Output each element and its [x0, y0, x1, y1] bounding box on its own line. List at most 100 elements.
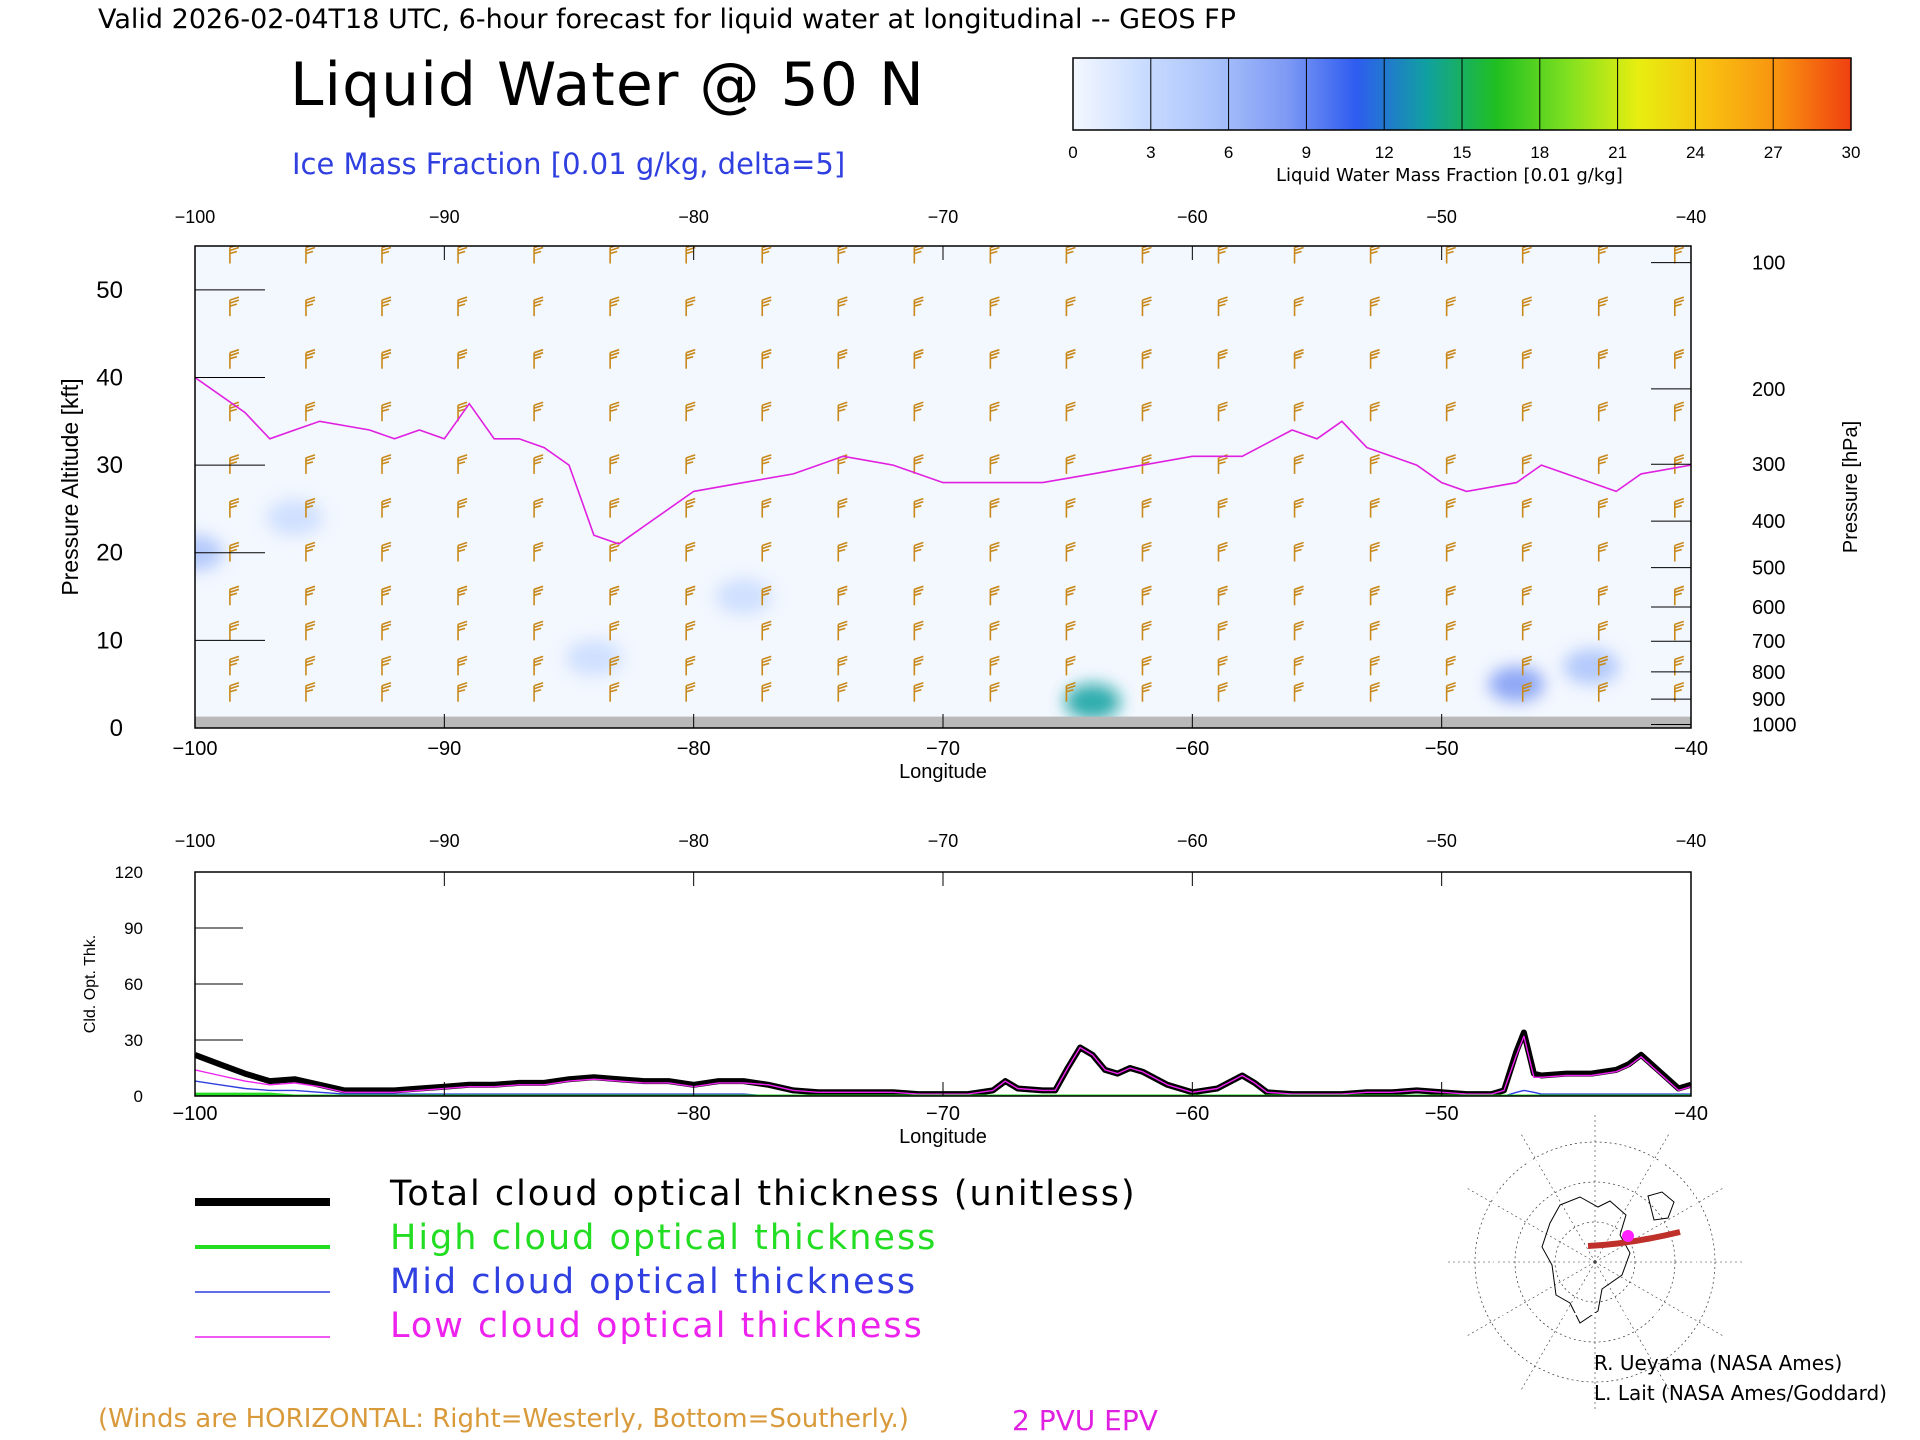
- wind-barb: [1293, 541, 1304, 562]
- wind-barb: [1217, 585, 1228, 606]
- wind-barb: [761, 401, 772, 422]
- wind-barb: [1141, 348, 1152, 369]
- x-tick-label-top: −50: [1426, 831, 1457, 851]
- graticule-meridian: [1594, 1131, 1671, 1263]
- graticule-meridian: [1594, 1261, 1726, 1338]
- wind-barb: [1141, 620, 1152, 641]
- legend-lines: [195, 1198, 330, 1338]
- wind-barb: [1369, 541, 1380, 562]
- wind-barb: [761, 497, 772, 518]
- pressure-tick-label: 500: [1752, 558, 1785, 580]
- wind-barb: [1521, 497, 1532, 518]
- wind-barb: [1673, 655, 1685, 676]
- wind-barb: [457, 655, 468, 676]
- wind-barb: [229, 585, 240, 606]
- wind-barb: [837, 585, 848, 606]
- x-axis-label: Longitude: [899, 761, 987, 783]
- wind-barb: [457, 497, 468, 518]
- wind-barb: [1293, 497, 1304, 518]
- wind-barb: [381, 585, 392, 606]
- wind-barb: [1217, 497, 1228, 518]
- wind-barb: [381, 497, 392, 518]
- wind-barb: [685, 454, 696, 474]
- liquid-water-blob: [715, 578, 772, 615]
- colorbar-tick-label: 3: [1146, 143, 1155, 162]
- wind-barb: [1217, 681, 1228, 702]
- wind-barb: [1065, 401, 1076, 422]
- liquid-water-blob: [565, 639, 622, 676]
- wind-barb: [229, 401, 240, 422]
- pressure-tick-label: 200: [1752, 379, 1785, 401]
- wind-barb: [913, 497, 924, 518]
- x-tick-label-top: −50: [1426, 207, 1457, 227]
- wind-barb: [305, 655, 316, 676]
- colorbar-tick-label: 24: [1686, 143, 1705, 162]
- wind-barb: [1369, 497, 1380, 518]
- wind-barb: [1521, 655, 1532, 676]
- wind-barb: [913, 296, 924, 317]
- wind-barb: [761, 296, 772, 317]
- wind-barb: [837, 681, 848, 702]
- wind-barb: [1141, 681, 1152, 702]
- x-tick-label-top: −100: [175, 831, 216, 851]
- wind-barb: [685, 655, 696, 676]
- x-tick-label-top: −70: [928, 207, 959, 227]
- wind-barbs: [229, 246, 1685, 702]
- wind-barb: [1217, 655, 1228, 676]
- wind-barb: [1065, 541, 1076, 562]
- wind-barb: [685, 681, 696, 702]
- wind-barb: [533, 541, 544, 562]
- wind-barb: [685, 620, 696, 641]
- legend-high-label: High cloud optical thickness: [390, 1218, 938, 1258]
- wind-barb: [837, 620, 848, 641]
- wind-barb: [381, 348, 392, 369]
- wind-barb: [1369, 620, 1380, 641]
- wind-barb: [381, 541, 392, 562]
- colorbar-tick-label: 18: [1530, 143, 1549, 162]
- y-tick-label: 120: [115, 863, 143, 882]
- wind-barb: [761, 655, 772, 676]
- wind-barb: [305, 401, 316, 422]
- wind-barb: [305, 454, 316, 474]
- wind-barb: [1445, 620, 1456, 641]
- wind-barb: [913, 454, 924, 474]
- wind-barb: [913, 585, 924, 606]
- wind-barb: [761, 454, 772, 474]
- wind-barb: [1293, 296, 1304, 317]
- inset-map: [1445, 1112, 1745, 1412]
- wind-barb: [1521, 348, 1532, 369]
- wind-barb: [1065, 497, 1076, 518]
- x-tick-label: −90: [427, 1103, 461, 1125]
- pressure-tick-label: 800: [1752, 662, 1785, 684]
- wind-barb: [609, 585, 620, 606]
- wind-barb: [457, 454, 468, 474]
- wind-barb: [1521, 401, 1532, 422]
- wind-barb: [1521, 454, 1532, 474]
- colorbar-tick-label: 15: [1453, 143, 1472, 162]
- wind-barb: [609, 681, 620, 702]
- wind-barb: [913, 655, 924, 676]
- wind-barb: [1445, 296, 1456, 317]
- optical-thickness-panel: −100 −100 −90 −90 −80 −80 −70 −70 −60 −60 −50 −50 −4…: [82, 831, 1708, 1148]
- wind-barb: [533, 348, 544, 369]
- wind-barb: [457, 296, 468, 317]
- x-tick-label-top: −100: [175, 207, 216, 227]
- epv-label: 2 PVU EPV: [1012, 1404, 1158, 1437]
- wind-barb: [305, 541, 316, 562]
- cross-section-panel: −100 −100 −90 −90 −80 −80 −70 −70 −60 −60 −50 −50 −4…: [57, 207, 1862, 783]
- wind-barb: [381, 401, 392, 422]
- wind-barb: [1445, 681, 1456, 702]
- y-tick-label: 30: [124, 1031, 143, 1050]
- x-tick-label-top: −90: [429, 207, 460, 227]
- wind-barb: [1369, 296, 1380, 317]
- wind-barb: [1445, 348, 1456, 369]
- wind-barb: [533, 401, 544, 422]
- wind-barb: [1597, 401, 1609, 422]
- graticule-meridian: [1519, 1261, 1596, 1393]
- wind-barb: [457, 541, 468, 562]
- wind-barb: [1521, 585, 1532, 606]
- liquid-water-blob: [266, 499, 323, 536]
- y-tick-label: 30: [96, 452, 123, 479]
- wind-barb: [837, 497, 848, 518]
